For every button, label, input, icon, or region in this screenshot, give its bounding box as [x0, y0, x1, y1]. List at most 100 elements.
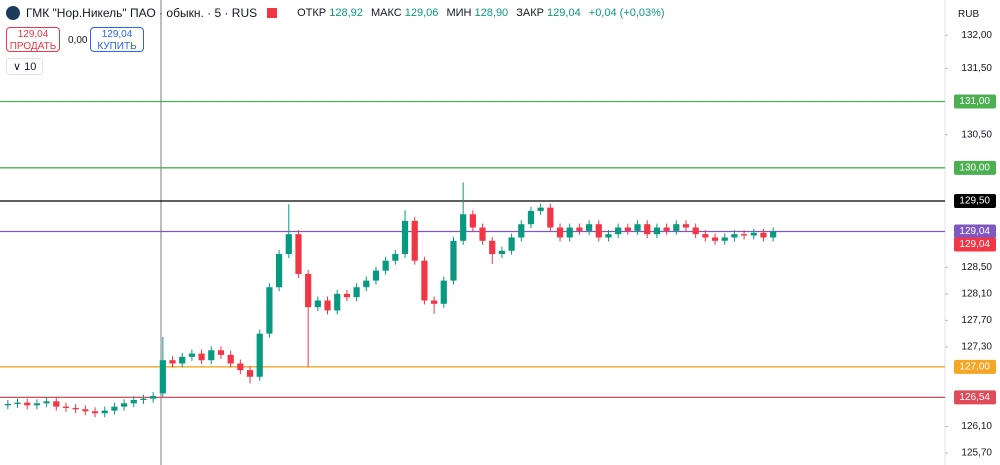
candle-body	[770, 231, 777, 238]
candle-body	[498, 250, 506, 255]
y-tick-label: 126,10	[961, 421, 992, 432]
quantity[interactable]: ∨ 10	[6, 58, 44, 75]
change: +0,04 (+0,03%)	[588, 7, 665, 19]
candle-body	[53, 401, 60, 407]
candle-body	[91, 411, 99, 414]
sell-label: ПРОДАТЬ	[9, 41, 57, 52]
value: 129,04	[547, 7, 581, 19]
candle-body	[430, 300, 438, 304]
candle-body	[527, 210, 535, 225]
candle-body	[576, 227, 583, 231]
candle-body	[372, 270, 380, 281]
candle-body	[314, 300, 321, 308]
level-label: 127,00	[959, 361, 990, 372]
candle-body	[392, 254, 399, 261]
candle-body	[382, 260, 389, 271]
candle-body	[585, 224, 593, 231]
candle-body	[363, 280, 370, 288]
candle-body	[605, 234, 612, 238]
candle-body	[479, 227, 486, 241]
candle-body	[295, 234, 302, 274]
candle-body	[740, 234, 748, 236]
candle-body	[266, 287, 273, 334]
y-tick-label: 128,50	[961, 262, 992, 273]
sell-button[interactable]: 129,04 ПРОДАТЬ	[6, 27, 60, 52]
candle-body	[33, 403, 41, 406]
candle-body	[4, 403, 11, 406]
candle-body	[14, 402, 21, 404]
y-tick-label: 131,50	[961, 63, 992, 74]
candle-body	[711, 237, 719, 241]
candle-body	[595, 224, 602, 238]
candle-body	[421, 260, 428, 301]
currency[interactable]: RUB	[958, 9, 980, 20]
candle-body	[159, 360, 166, 394]
candle-body	[130, 399, 137, 404]
y-tick-label: 127,30	[961, 342, 992, 353]
value: 128,92	[329, 7, 363, 19]
candle-body	[547, 207, 554, 228]
candle-body	[750, 232, 757, 236]
candle-body	[508, 237, 515, 251]
candle-body	[237, 363, 244, 371]
level-label: 126,54	[959, 392, 990, 403]
quantity-value: 10	[24, 61, 37, 73]
candle-body	[305, 273, 312, 308]
flag	[267, 8, 278, 18]
candle-body	[188, 353, 196, 357]
sell-price: 129,04	[17, 29, 49, 40]
candle-body	[179, 356, 186, 364]
buy-price: 129,04	[101, 29, 133, 40]
candle-body	[556, 227, 564, 238]
candle-body	[334, 293, 341, 311]
candle-body	[644, 224, 651, 235]
candle-body	[62, 406, 70, 408]
candle-body	[692, 227, 699, 235]
y-tick-label: 132,00	[961, 30, 992, 41]
label: ОТКР	[297, 7, 327, 19]
value: 129,06	[404, 7, 439, 19]
level-label: 131,00	[959, 96, 990, 107]
candle-body	[731, 234, 738, 238]
candle-body	[324, 300, 331, 311]
y-tick-label: 128,10	[961, 288, 992, 299]
candle-body	[169, 360, 176, 364]
candle-body	[101, 410, 108, 414]
candle-body	[198, 353, 205, 361]
candle-body	[256, 333, 263, 377]
buy-button[interactable]: 129,04 КУПИТЬ	[90, 27, 144, 52]
candle-body	[518, 224, 525, 238]
spread: 0,00	[68, 35, 88, 46]
label: МИН	[446, 7, 472, 19]
candle-body	[353, 287, 360, 298]
candle-body	[489, 240, 496, 255]
candle-body	[285, 234, 292, 255]
buy-label: КУПИТЬ	[97, 41, 137, 52]
candle-body	[150, 396, 157, 399]
candle-body	[760, 232, 767, 238]
candle-body	[275, 254, 283, 288]
candle-body	[634, 224, 641, 231]
y-tick-label: 127,70	[961, 315, 992, 326]
candle-body	[208, 350, 215, 361]
candle-body	[440, 280, 447, 304]
level-label-bg	[954, 160, 996, 175]
candle-body	[673, 224, 680, 231]
candle-body	[682, 224, 690, 228]
level-label-bg	[954, 94, 996, 109]
logo	[6, 6, 20, 20]
level-label-bg	[954, 193, 996, 208]
candle-body	[653, 227, 661, 235]
candle-body	[343, 293, 351, 298]
symbol[interactable]: ГМК "Нор.Никель" ПАО · обыкн. · 5 · RUS	[26, 6, 258, 20]
candle-body	[469, 214, 476, 228]
level-label-bg	[954, 390, 996, 405]
price-label-bg	[954, 237, 996, 252]
candle-body	[140, 398, 147, 400]
price-label: 129,04	[959, 239, 990, 250]
level-label-bg	[954, 359, 996, 374]
candle-body	[411, 220, 418, 261]
candle-body	[24, 402, 31, 406]
